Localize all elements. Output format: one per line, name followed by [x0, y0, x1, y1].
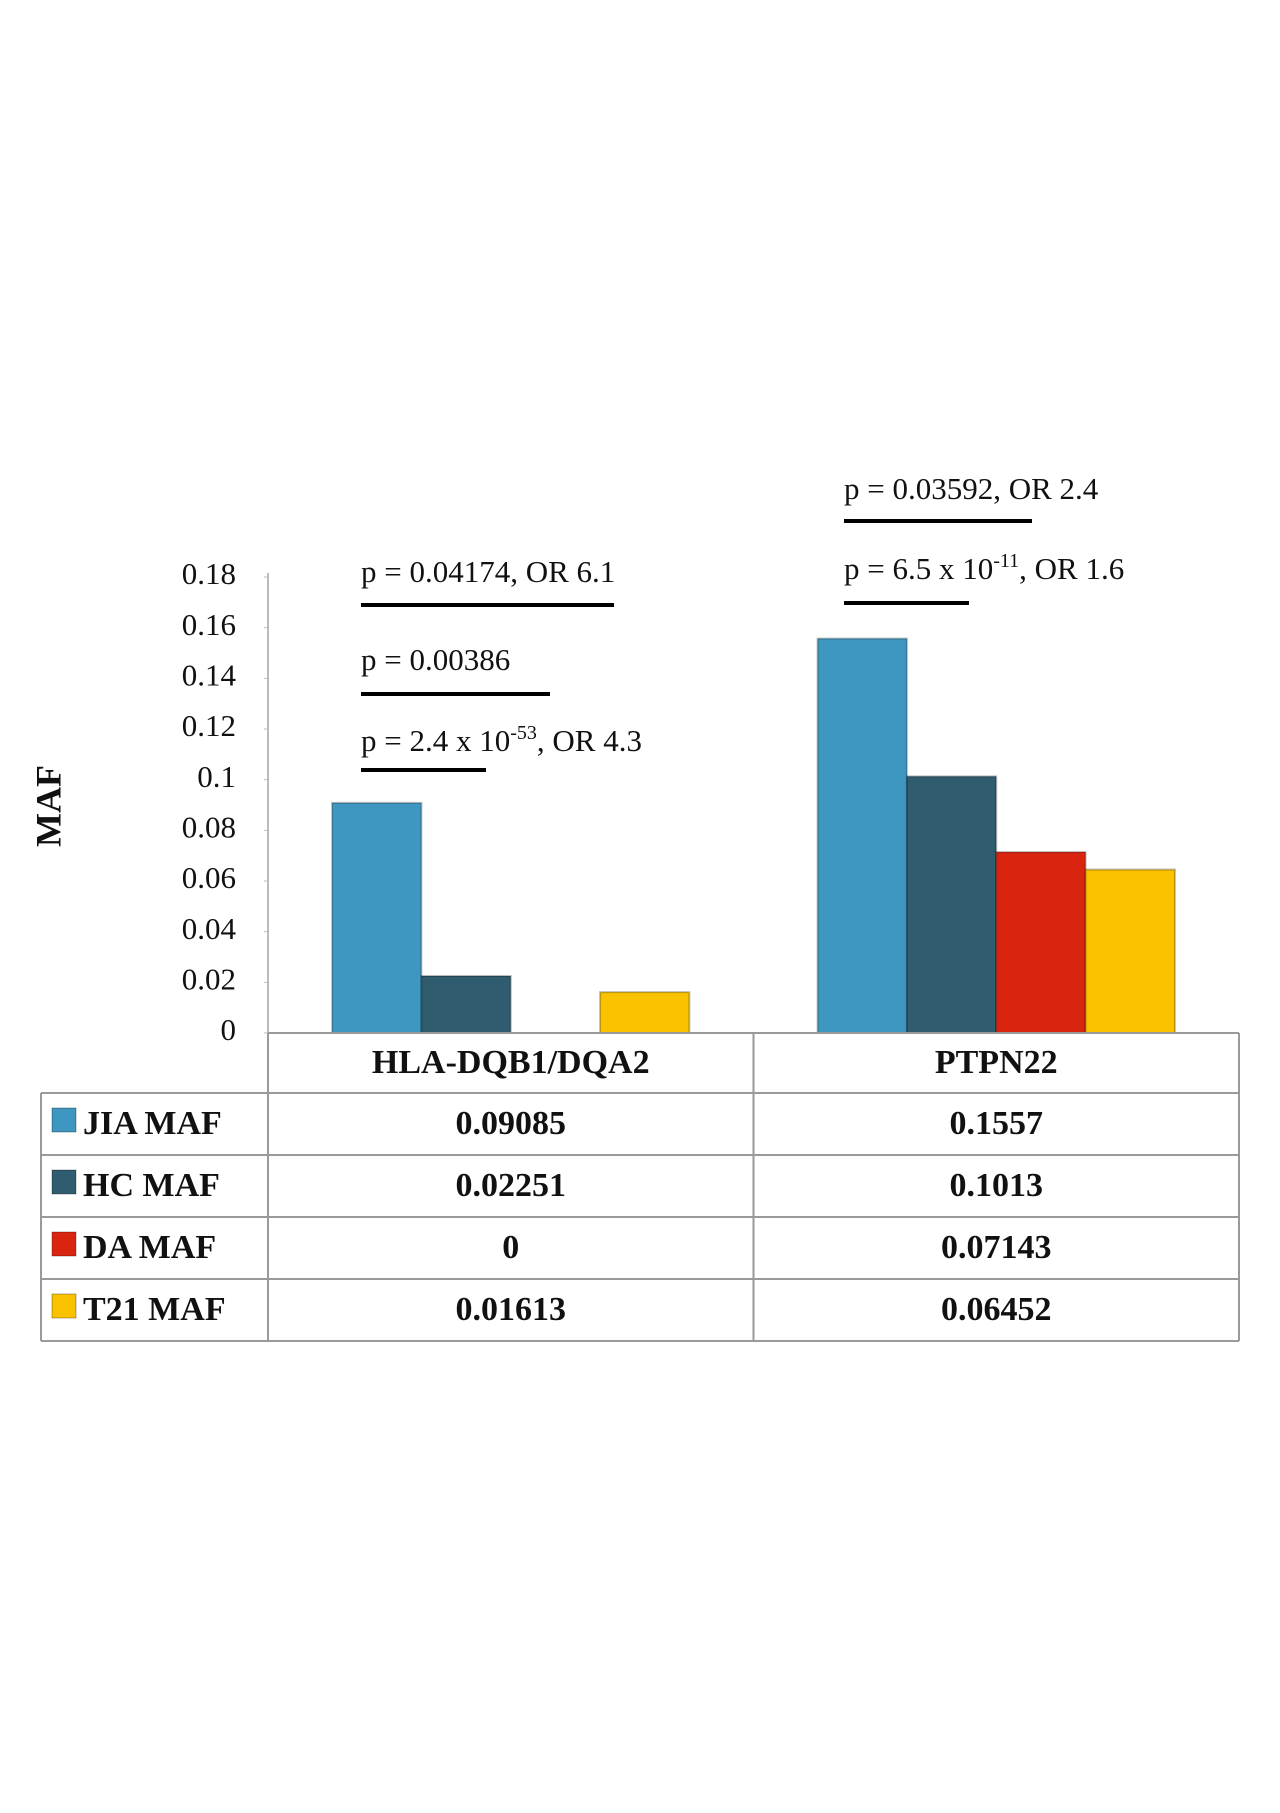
y-tick-label: 0.12 [182, 708, 236, 743]
annotation: p = 6.5 x 10-11, OR 1.6 [844, 550, 1124, 587]
annotation-text: p = 6.5 x 10 [844, 551, 993, 586]
annotation: p = 2.4 x 10-53, OR 4.3 [361, 722, 642, 759]
y-tick-label: 0.18 [182, 556, 236, 591]
y-tick-label: 0.16 [182, 607, 236, 642]
table-value: 0.07143 [941, 1229, 1052, 1266]
table-value: 0.02251 [456, 1167, 567, 1204]
annotation: p = 0.03592, OR 2.4 [844, 471, 1099, 506]
annotation-text-after: , OR 4.3 [537, 723, 642, 758]
y-tick-label: 0.02 [182, 961, 236, 996]
annotation-text: p = 0.04174, OR 6.1 [361, 554, 615, 589]
bar [599, 991, 691, 1034]
x-tick-label: HLA-DQB1/DQA2 [372, 1044, 650, 1081]
bar [995, 851, 1087, 1034]
y-tick-label: 0.14 [182, 657, 237, 692]
table-value: 0.09085 [456, 1105, 567, 1142]
legend-label: JIA MAF [83, 1105, 222, 1142]
table-value: 0.1013 [950, 1167, 1044, 1204]
y-tick-label: 0.06 [182, 860, 236, 895]
y-axis-label: MAF [28, 765, 68, 847]
bar [905, 775, 998, 1035]
annotation-text: p = 2.4 x 10 [361, 723, 510, 758]
y-tick-label: 0 [221, 1012, 237, 1047]
bar [1084, 868, 1176, 1034]
bar [420, 974, 512, 1035]
annotation-superscript: -53 [510, 722, 537, 744]
table-value: 0 [502, 1229, 519, 1266]
legend-swatch [51, 1293, 77, 1319]
bar [331, 801, 423, 1035]
table-value: 0.01613 [456, 1291, 567, 1328]
legend-label: T21 MAF [83, 1291, 226, 1328]
x-tick-label: PTPN22 [935, 1044, 1058, 1081]
annotation-text-after: , OR 1.6 [1019, 551, 1124, 586]
y-tick-label: 0.08 [182, 809, 236, 844]
annotation-text: p = 0.00386 [361, 642, 510, 677]
legend-label: HC MAF [83, 1167, 220, 1204]
legend-label: DA MAF [83, 1229, 216, 1266]
table-value: 0.06452 [941, 1291, 1052, 1328]
legend-swatch [51, 1169, 77, 1195]
annotation-text: p = 0.03592, OR 2.4 [844, 471, 1099, 506]
y-tick-label: 0.04 [182, 911, 237, 946]
annotation-superscript: -11 [993, 550, 1019, 572]
table-value: 0.1557 [950, 1105, 1044, 1142]
legend-swatch [51, 1107, 77, 1133]
legend-swatch [51, 1231, 77, 1257]
y-tick-label: 0.1 [197, 759, 236, 794]
annotation: p = 0.00386 [361, 642, 510, 677]
bar [816, 637, 908, 1034]
annotation: p = 0.04174, OR 6.1 [361, 554, 615, 589]
